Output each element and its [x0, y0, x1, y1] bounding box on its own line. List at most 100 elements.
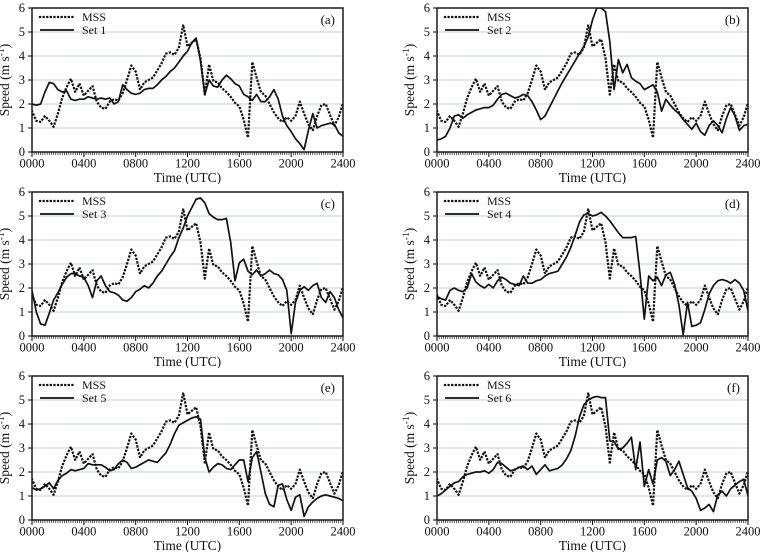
x-tick-label: 1200 — [580, 525, 605, 539]
mss-series-line — [437, 207, 748, 323]
legend-label-mss: MSS — [487, 10, 511, 24]
x-tick-label: 0800 — [123, 525, 148, 539]
chart-panel-b: 0000 0400 0800 1200 1600 2000 2400 0 1 2 3 4 5 6 Time … — [380, 0, 760, 185]
panel-letter: (f) — [727, 380, 740, 395]
x-tick-label: 2400 — [331, 525, 356, 539]
y-tick-label: 4 — [19, 233, 26, 247]
y-tick-label: 4 — [424, 417, 431, 431]
x-tick-label: 2000 — [279, 157, 304, 171]
set-series-line — [32, 37, 343, 151]
y-tick-label: 5 — [424, 393, 430, 407]
x-tick-label: 1600 — [632, 157, 657, 171]
y-tick-label: 0 — [424, 145, 430, 159]
x-tick-label: 2400 — [736, 525, 760, 539]
x-tick-label: 0800 — [123, 157, 148, 171]
set-series-line — [32, 415, 343, 518]
y-tick-label: 3 — [424, 73, 430, 87]
legend-label-set: Set 1 — [82, 23, 106, 37]
x-tick-label: 1200 — [580, 341, 605, 355]
x-tick-label: 1600 — [632, 341, 657, 355]
x-tick-label: 1200 — [175, 341, 200, 355]
y-tick-label: 4 — [19, 417, 26, 431]
y-tick-label: 5 — [424, 25, 430, 39]
y-tick-label: 1 — [424, 305, 430, 319]
panel-letter: (d) — [725, 196, 740, 211]
y-tick-label: 0 — [19, 513, 25, 527]
chart-svg-a: 0000 0400 0800 1200 1600 2000 2400 0 1 2 3 4 5 6 Time … — [0, 0, 380, 185]
legend-label-set: Set 4 — [487, 207, 511, 221]
chart-svg-f: 0000 0400 0800 1200 1600 2000 2400 0 1 2 3 4 5 6 Time … — [380, 368, 760, 553]
panel-letter: (a) — [321, 12, 335, 27]
mss-series-line — [32, 207, 343, 323]
legend-label-mss: MSS — [487, 378, 511, 392]
x-tick-label: 0000 — [425, 157, 450, 171]
x-tick-label: 2000 — [684, 341, 709, 355]
y-tick-label: 1 — [424, 121, 430, 135]
x-tick-label: 1200 — [175, 157, 200, 171]
x-tick-label: 0400 — [476, 525, 501, 539]
x-tick-label: 0000 — [20, 341, 45, 355]
x-axis-label: Time (UTC) — [559, 170, 626, 184]
y-tick-label: 6 — [19, 185, 25, 199]
y-tick-label: 6 — [19, 369, 25, 383]
x-tick-label: 0400 — [71, 341, 96, 355]
panel-letter: (b) — [725, 12, 740, 27]
x-axis-label: Time (UTC) — [154, 354, 221, 368]
y-tick-label: 6 — [424, 369, 430, 383]
y-tick-label: 0 — [19, 329, 25, 343]
set-series-line — [437, 7, 748, 141]
legend-label-mss: MSS — [82, 194, 106, 208]
x-tick-label: 2400 — [331, 157, 356, 171]
y-axis-label: Speed (m s-1) — [0, 228, 12, 300]
y-axis-label: Speed (m s-1) — [402, 44, 417, 116]
chart-svg-c: 0000 0400 0800 1200 1600 2000 2400 0 1 2 3 4 5 6 Time … — [0, 184, 380, 369]
set-series-line — [437, 211, 748, 336]
x-tick-label: 2000 — [279, 341, 304, 355]
x-tick-label: 0000 — [20, 525, 45, 539]
x-tick-label: 0000 — [425, 341, 450, 355]
y-tick-label: 5 — [19, 209, 25, 223]
x-tick-label: 0800 — [528, 157, 553, 171]
y-tick-label: 1 — [19, 121, 25, 135]
legend-label-mss: MSS — [82, 378, 106, 392]
mss-series-line — [437, 391, 748, 507]
y-tick-label: 6 — [19, 1, 25, 15]
mss-series-line — [32, 391, 343, 507]
legend-label-set: Set 2 — [487, 23, 511, 37]
set-series-line — [437, 395, 748, 513]
x-tick-label: 0400 — [476, 157, 501, 171]
x-tick-label: 0400 — [71, 157, 96, 171]
x-tick-label: 1600 — [227, 341, 252, 355]
y-tick-label: 2 — [19, 97, 25, 111]
x-tick-label: 2000 — [684, 157, 709, 171]
x-tick-label: 0800 — [123, 341, 148, 355]
legend-label-set: Set 6 — [487, 391, 511, 405]
mss-series-line — [32, 23, 343, 139]
mss-series-line — [437, 23, 748, 139]
x-tick-label: 1600 — [227, 525, 252, 539]
chart-svg-e: 0000 0400 0800 1200 1600 2000 2400 0 1 2 3 4 5 6 Time … — [0, 368, 380, 553]
x-tick-label: 0800 — [528, 525, 553, 539]
y-tick-label: 6 — [424, 1, 430, 15]
y-tick-label: 0 — [424, 513, 430, 527]
y-tick-label: 0 — [19, 145, 25, 159]
legend-label-set: Set 5 — [82, 391, 106, 405]
x-tick-label: 2400 — [331, 341, 356, 355]
y-tick-label: 3 — [19, 441, 25, 455]
y-tick-label: 5 — [424, 209, 430, 223]
y-tick-label: 0 — [424, 329, 430, 343]
x-tick-label: 0000 — [425, 525, 450, 539]
chart-svg-b: 0000 0400 0800 1200 1600 2000 2400 0 1 2 3 4 5 6 Time … — [380, 0, 760, 185]
y-axis-label: Speed (m s-1) — [0, 44, 12, 116]
x-axis-label: Time (UTC) — [559, 538, 626, 552]
y-tick-label: 4 — [424, 49, 431, 63]
y-tick-label: 3 — [424, 441, 430, 455]
chart-panel-e: 0000 0400 0800 1200 1600 2000 2400 0 1 2 3 4 5 6 Time … — [0, 368, 380, 553]
y-axis-label: Speed (m s-1) — [0, 412, 12, 484]
y-tick-label: 2 — [424, 281, 430, 295]
y-tick-label: 1 — [424, 489, 430, 503]
x-axis-label: Time (UTC) — [559, 354, 626, 368]
x-tick-label: 2400 — [736, 157, 760, 171]
y-tick-label: 2 — [424, 465, 430, 479]
